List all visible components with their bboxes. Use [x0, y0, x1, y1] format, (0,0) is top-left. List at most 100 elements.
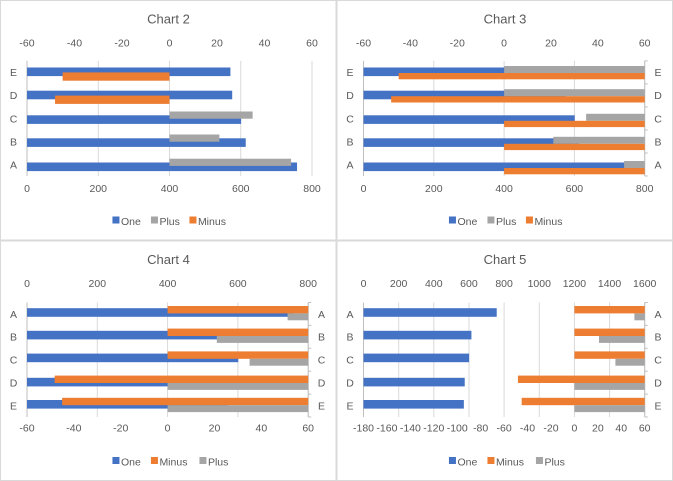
svg-text:400: 400 [159, 278, 177, 290]
svg-text:E: E [654, 400, 661, 412]
svg-text:A: A [318, 309, 325, 321]
svg-text:20: 20 [592, 423, 604, 435]
svg-text:40: 40 [259, 38, 271, 50]
svg-text:1600: 1600 [633, 278, 657, 290]
svg-text:C: C [10, 113, 18, 125]
svg-text:E: E [654, 67, 661, 79]
svg-text:0: 0 [24, 278, 30, 290]
svg-text:A: A [346, 309, 353, 321]
svg-text:0: 0 [24, 183, 30, 195]
svg-text:E: E [10, 67, 17, 79]
svg-text:400: 400 [495, 183, 513, 195]
svg-text:200: 200 [390, 278, 408, 290]
svg-text:200: 200 [425, 183, 443, 195]
svg-text:A: A [654, 309, 661, 321]
svg-text:-40: -40 [520, 423, 535, 435]
svg-text:200: 200 [89, 183, 107, 195]
svg-text:800: 800 [303, 183, 321, 195]
svg-text:Chart 2: Chart 2 [147, 11, 190, 26]
svg-text:C: C [654, 113, 662, 125]
svg-text:-60: -60 [19, 423, 34, 435]
svg-text:-20: -20 [113, 423, 128, 435]
svg-text:B: B [10, 332, 17, 344]
svg-text:40: 40 [615, 423, 627, 435]
svg-text:0: 0 [361, 183, 367, 195]
svg-text:Minus: Minus [198, 216, 226, 228]
svg-text:-60: -60 [19, 38, 34, 50]
svg-text:Chart 5: Chart 5 [484, 252, 527, 267]
svg-text:Plus: Plus [496, 216, 516, 228]
svg-text:Plus: Plus [208, 456, 228, 468]
svg-text:60: 60 [306, 38, 318, 50]
svg-text:Minus: Minus [159, 456, 187, 468]
svg-text:-80: -80 [473, 423, 488, 435]
svg-text:20: 20 [209, 423, 221, 435]
svg-text:200: 200 [89, 278, 107, 290]
svg-text:0: 0 [165, 423, 171, 435]
svg-text:-160: -160 [376, 423, 397, 435]
svg-text:60: 60 [639, 38, 651, 50]
svg-text:One: One [121, 456, 141, 468]
svg-text:600: 600 [232, 183, 250, 195]
svg-text:60: 60 [302, 423, 314, 435]
svg-text:0: 0 [167, 38, 173, 50]
svg-text:600: 600 [460, 278, 478, 290]
svg-text:C: C [346, 355, 354, 367]
svg-text:-20: -20 [114, 38, 129, 50]
svg-text:-60: -60 [497, 423, 512, 435]
svg-text:-120: -120 [423, 423, 444, 435]
svg-text:40: 40 [255, 423, 267, 435]
svg-text:-140: -140 [400, 423, 421, 435]
svg-text:400: 400 [161, 183, 179, 195]
svg-text:-40: -40 [66, 423, 81, 435]
svg-text:B: B [10, 136, 17, 148]
svg-text:800: 800 [636, 183, 654, 195]
svg-text:-60: -60 [356, 38, 371, 50]
svg-text:D: D [10, 377, 18, 389]
svg-text:A: A [10, 309, 17, 321]
svg-text:C: C [346, 113, 354, 125]
svg-text:-100: -100 [447, 423, 468, 435]
svg-text:Chart 3: Chart 3 [484, 11, 527, 26]
svg-text:600: 600 [229, 278, 247, 290]
svg-text:Chart 4: Chart 4 [147, 252, 190, 267]
svg-text:C: C [10, 355, 18, 367]
svg-text:E: E [10, 400, 17, 412]
svg-text:A: A [346, 159, 353, 171]
svg-text:400: 400 [425, 278, 443, 290]
svg-text:E: E [318, 400, 325, 412]
svg-text:-40: -40 [67, 38, 82, 50]
svg-text:B: B [346, 136, 353, 148]
svg-text:D: D [654, 90, 662, 102]
svg-text:B: B [318, 332, 325, 344]
svg-text:A: A [10, 159, 17, 171]
svg-text:800: 800 [495, 278, 513, 290]
svg-text:0: 0 [571, 423, 577, 435]
svg-text:40: 40 [592, 38, 604, 50]
svg-text:B: B [346, 332, 353, 344]
svg-text:E: E [346, 67, 353, 79]
svg-text:D: D [318, 377, 326, 389]
svg-text:1200: 1200 [563, 278, 587, 290]
svg-text:Plus: Plus [544, 456, 564, 468]
svg-text:D: D [10, 90, 18, 102]
svg-text:B: B [654, 332, 661, 344]
svg-text:D: D [346, 90, 354, 102]
svg-text:E: E [346, 400, 353, 412]
svg-text:Minus: Minus [496, 456, 524, 468]
svg-text:One: One [121, 216, 141, 228]
svg-text:800: 800 [299, 278, 317, 290]
svg-text:0: 0 [501, 38, 507, 50]
svg-text:B: B [654, 136, 661, 148]
svg-text:D: D [346, 377, 354, 389]
svg-text:C: C [318, 355, 326, 367]
svg-text:1000: 1000 [528, 278, 552, 290]
svg-text:-20: -20 [450, 38, 465, 50]
svg-text:One: One [457, 456, 477, 468]
svg-text:-180: -180 [353, 423, 374, 435]
svg-text:C: C [654, 355, 662, 367]
svg-text:Minus: Minus [534, 216, 562, 228]
svg-text:1400: 1400 [598, 278, 622, 290]
svg-text:600: 600 [566, 183, 584, 195]
svg-text:A: A [654, 159, 661, 171]
